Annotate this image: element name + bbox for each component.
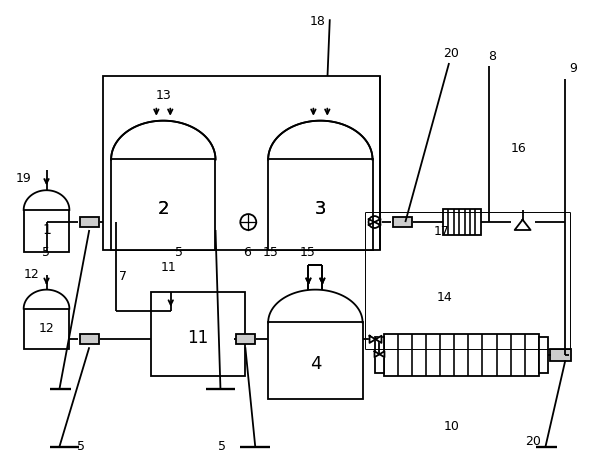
Text: 14: 14 xyxy=(436,291,452,304)
Bar xyxy=(268,159,372,250)
Text: 17: 17 xyxy=(433,225,449,239)
Text: 5: 5 xyxy=(219,440,226,453)
Text: 11: 11 xyxy=(187,329,209,347)
Text: 12: 12 xyxy=(38,322,54,335)
Bar xyxy=(443,209,481,235)
Polygon shape xyxy=(375,351,385,357)
Text: 12: 12 xyxy=(24,268,40,281)
Text: 13: 13 xyxy=(156,89,171,102)
Text: 15: 15 xyxy=(300,246,316,259)
Bar xyxy=(550,349,571,361)
Bar xyxy=(24,210,69,252)
Polygon shape xyxy=(515,220,531,230)
Bar xyxy=(103,76,381,250)
Text: 4: 4 xyxy=(310,355,321,373)
Bar xyxy=(24,309,69,349)
Text: 20: 20 xyxy=(443,47,459,60)
Bar xyxy=(80,334,99,344)
Text: 15: 15 xyxy=(262,246,278,259)
Bar xyxy=(393,217,412,227)
Text: 2: 2 xyxy=(158,200,169,218)
Text: 5: 5 xyxy=(175,246,183,259)
Bar xyxy=(538,338,548,373)
Bar xyxy=(111,159,216,250)
Text: 3: 3 xyxy=(314,200,326,218)
Bar xyxy=(268,322,363,399)
Bar xyxy=(385,334,538,376)
Text: 8: 8 xyxy=(488,49,496,63)
Text: 9: 9 xyxy=(569,62,577,76)
Text: 16: 16 xyxy=(511,142,527,155)
Bar xyxy=(236,334,255,344)
Text: 10: 10 xyxy=(444,420,460,433)
Bar xyxy=(80,217,99,227)
Bar xyxy=(268,159,372,250)
Text: 1: 1 xyxy=(42,224,51,237)
Text: 5: 5 xyxy=(77,440,85,453)
Bar xyxy=(206,217,225,227)
Text: 7: 7 xyxy=(119,270,127,283)
Bar xyxy=(151,292,245,376)
Text: 11: 11 xyxy=(161,261,177,274)
Text: 3: 3 xyxy=(314,200,326,218)
Polygon shape xyxy=(369,336,381,343)
Text: 2: 2 xyxy=(158,200,169,218)
Text: 18: 18 xyxy=(310,15,326,28)
Text: 5: 5 xyxy=(41,246,50,259)
Text: 19: 19 xyxy=(16,172,31,185)
Bar xyxy=(111,159,216,250)
Bar xyxy=(375,338,385,373)
Text: 6: 6 xyxy=(243,246,251,259)
Text: 20: 20 xyxy=(525,435,541,448)
